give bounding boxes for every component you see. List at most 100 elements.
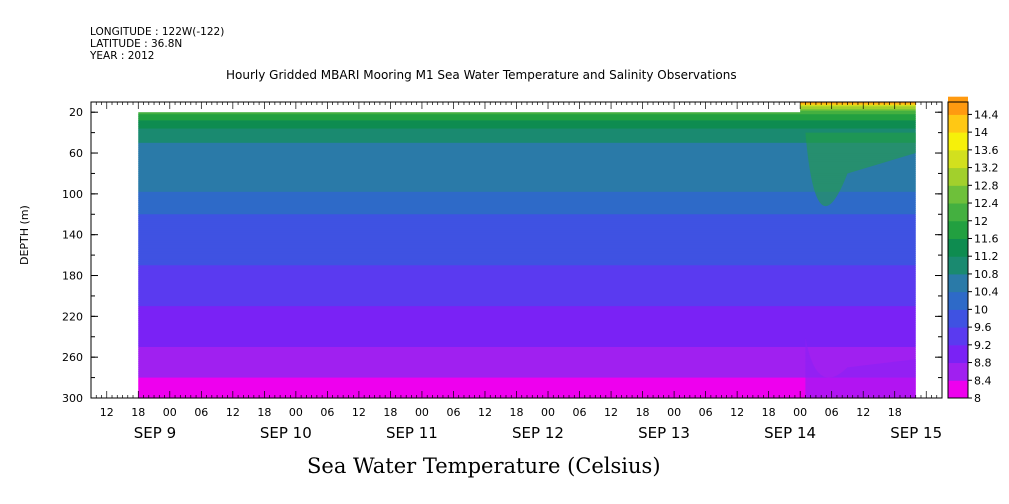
temperature-band: [138, 367, 916, 371]
temperature-band: [138, 295, 916, 299]
temperature-band: [138, 173, 916, 177]
x-day-label: SEP 14: [764, 424, 816, 442]
x-hour-label: 12: [730, 406, 744, 419]
colorbar-swatch: [948, 185, 968, 204]
temperature-band: [138, 187, 916, 191]
temperature-band: [138, 267, 916, 270]
x-hour-label: 18: [888, 406, 902, 419]
colorbar-swatch: [948, 220, 968, 239]
temperature-band: [138, 202, 916, 205]
temperature-band: [138, 285, 916, 289]
y-tick-label: 180: [62, 270, 83, 283]
temperature-band: [138, 210, 916, 213]
x-hour-label: 18: [257, 406, 271, 419]
temperature-band: [138, 275, 916, 279]
x-hour-label: 06: [573, 406, 587, 419]
temperature-band: [138, 373, 916, 377]
temperature-band: [138, 251, 916, 254]
temperature-band: [138, 242, 916, 246]
temperature-band: [138, 124, 916, 128]
colorbar-swatch: [948, 149, 968, 169]
temperature-band: [138, 175, 916, 179]
temperature-band: [138, 136, 916, 140]
temperature-band: [138, 224, 916, 228]
x-hour-label: 06: [194, 406, 208, 419]
temperature-band: [138, 355, 916, 358]
colorbar-swatch: [948, 96, 968, 115]
colorbar-label: 10: [974, 303, 988, 316]
x-hour-label: 00: [541, 406, 555, 419]
temperature-band: [138, 232, 916, 236]
temperature-band: [138, 122, 916, 126]
x-hour-label: 12: [604, 406, 618, 419]
x-hour-label: 00: [289, 406, 303, 419]
x-hour-label: 00: [163, 406, 177, 419]
temperature-band: [138, 287, 916, 291]
temperature-band: [138, 169, 916, 173]
temperature-band: [138, 361, 916, 364]
colorbar-label: 14: [974, 126, 988, 139]
colorbar-label: 10.4: [974, 286, 999, 299]
temperature-band: [138, 312, 916, 315]
colorbar-label: 9.2: [974, 339, 992, 352]
latitude-label: LATITUDE : 36.8N: [90, 38, 183, 50]
temperature-band: [138, 371, 916, 375]
temperature-band: [138, 338, 916, 342]
temperature-band: [138, 330, 916, 334]
temperature-band: [138, 263, 916, 266]
temperature-band: [138, 163, 916, 166]
colorbar-swatch: [948, 132, 968, 151]
colorbar-swatch: [948, 203, 968, 222]
y-tick-label: 20: [69, 106, 83, 119]
temperature-band: [138, 132, 916, 136]
colorbar-label: 9.6: [974, 321, 992, 334]
axes: 20 60 100 140 180 220 260 300 12 18 00 06 12 18 00 06 12…: [62, 101, 943, 442]
colorbar-frame: [947, 101, 969, 399]
y-tick-label: 220: [62, 310, 83, 323]
temperature-band: [138, 212, 916, 215]
temperature-band: [138, 216, 916, 219]
temperature-band: [138, 379, 916, 383]
temperature-band: [138, 142, 916, 146]
x-hour-label: 18: [383, 406, 397, 419]
year-label: YEAR : 2012: [90, 50, 155, 62]
temperature-band: [138, 208, 916, 211]
temperature-band: [138, 206, 916, 209]
temperature-band: [138, 279, 916, 283]
temperature-band: [138, 357, 916, 360]
temperature-band: [138, 199, 916, 203]
colorbar-swatch: [948, 380, 968, 399]
temperature-band: [138, 328, 916, 332]
temperature-band: [138, 326, 916, 330]
y-tick-label: 300: [62, 392, 83, 405]
temperature-band: [138, 336, 916, 340]
temperature-band: [138, 177, 916, 181]
x-hour-label: 18: [762, 406, 776, 419]
colorbar-label: 8.8: [974, 357, 992, 370]
colorbar-label: 8: [974, 392, 981, 405]
temperature-band: [138, 238, 916, 242]
plot-area: [91, 102, 942, 399]
colorbar-label: 14.4: [974, 108, 999, 121]
temperature-band: [138, 155, 916, 158]
colorbar-label: 12: [974, 215, 988, 228]
colorbar-label: 8.4: [974, 374, 992, 387]
temperature-band: [138, 230, 916, 234]
temperature-band: [138, 269, 916, 273]
x-hour-label: 06: [446, 406, 460, 419]
temperature-band: [138, 240, 916, 244]
temperature-band: [138, 320, 916, 324]
surface-warm-band: [800, 104, 916, 107]
x-hour-label: 18: [131, 406, 145, 419]
temperature-band: [138, 375, 916, 379]
colorbar-label: 12.4: [974, 197, 999, 210]
temperature-band: [138, 365, 916, 368]
x-hour-label: 00: [667, 406, 681, 419]
temperature-band: [138, 297, 916, 301]
surface-warm-band: [800, 110, 916, 113]
temperature-band: [138, 253, 916, 256]
temperature-band: [138, 381, 916, 385]
x-hour-label: 00: [415, 406, 429, 419]
temperature-band: [138, 222, 916, 226]
temperature-band: [138, 255, 916, 258]
